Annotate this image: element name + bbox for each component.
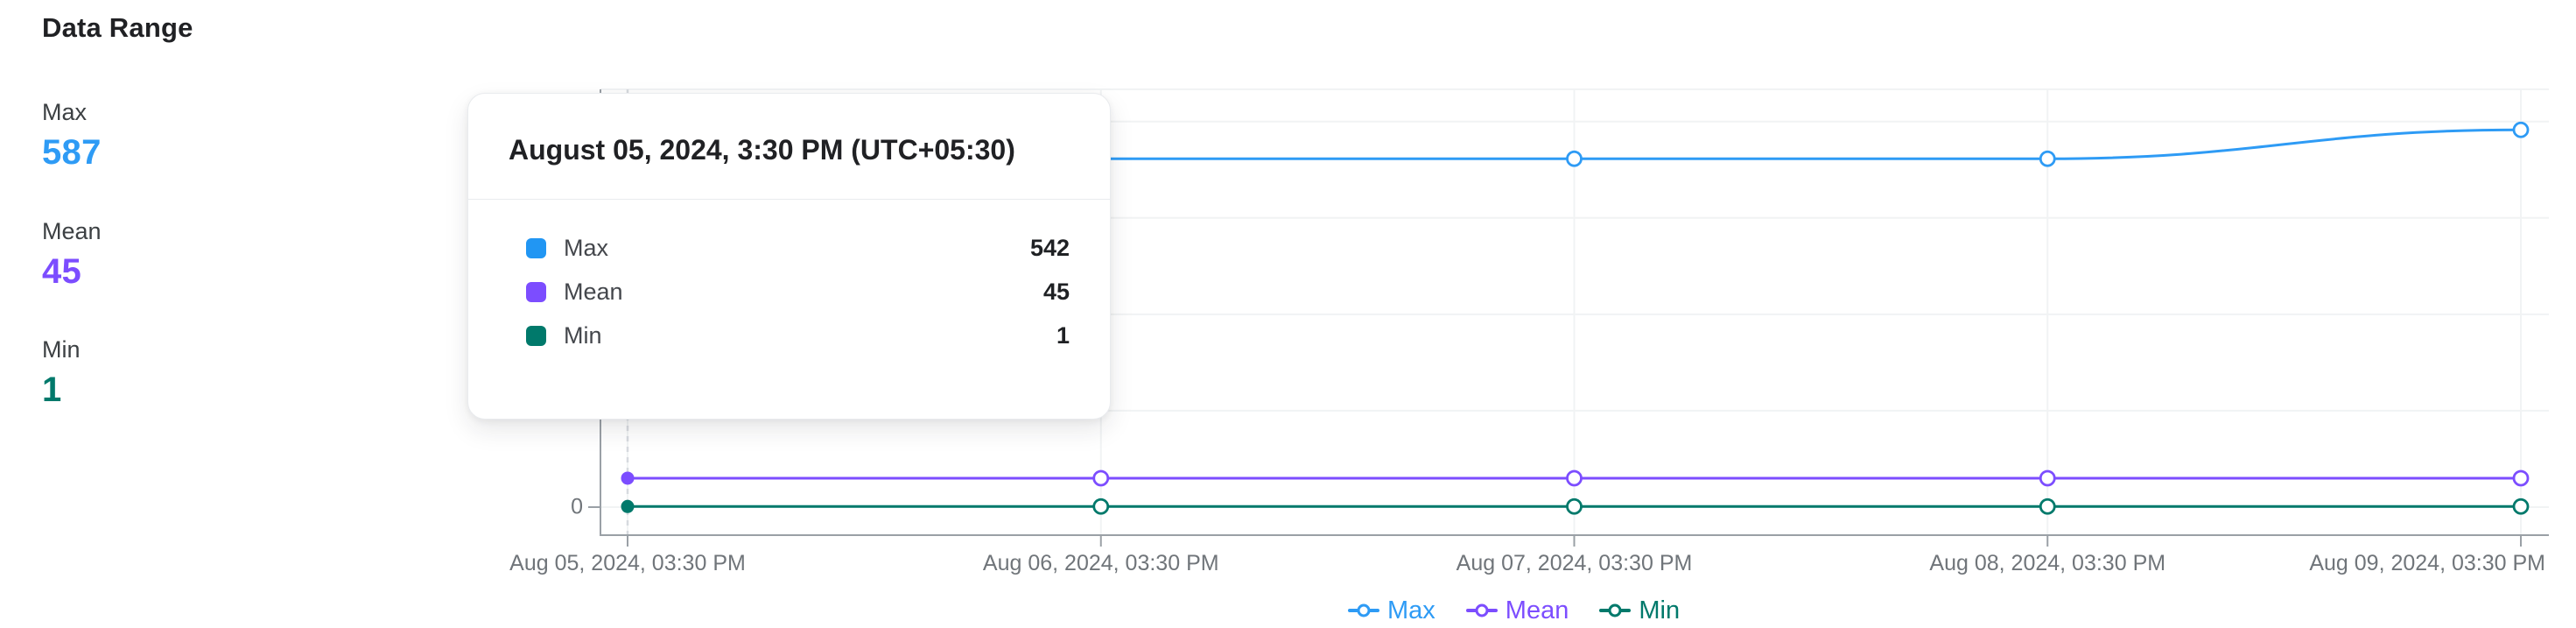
data-point-mean[interactable] — [2039, 469, 2056, 487]
stat-label: Mean — [42, 218, 102, 244]
min-series-swatch — [526, 325, 546, 346]
stat-value: 45 — [42, 252, 82, 291]
x-axis-label: Aug 06, 2024, 03:30 PM — [982, 551, 1219, 575]
tooltip-rows: Max 542 Mean 45 Min 1 — [526, 226, 1070, 357]
tooltip-row-label: Max — [564, 234, 609, 261]
stat-max: Max 587 — [42, 98, 102, 172]
data-point-min[interactable] — [2039, 497, 2056, 515]
legend-ring-icon — [1475, 603, 1489, 617]
legend-item-min[interactable]: Min — [1599, 596, 1680, 625]
tooltip-row-value: 542 — [1029, 234, 1070, 261]
data-point-min[interactable] — [2512, 497, 2530, 515]
stat-value: 1 — [42, 370, 62, 409]
x-axis-label: Aug 07, 2024, 03:30 PM — [1456, 551, 1693, 575]
chart-tooltip: August 05, 2024, 3:30 PM (UTC+05:30) Max… — [467, 93, 1111, 420]
tooltip-row-label: Mean — [564, 278, 623, 305]
tooltip-row-label: Min — [564, 321, 602, 349]
stat-value: 587 — [42, 133, 102, 172]
chart-legend: Max Mean Min — [1348, 596, 1680, 625]
data-point-mean-active[interactable] — [621, 471, 635, 485]
mean-series-swatch — [526, 281, 546, 302]
legend-label: Mean — [1505, 596, 1569, 624]
tooltip-row: Mean 45 — [526, 270, 1070, 314]
data-point-max[interactable] — [2512, 121, 2530, 138]
legend-ring-icon — [1608, 603, 1622, 617]
legend-item-mean[interactable]: Mean — [1465, 596, 1569, 625]
page-title: Data Range — [42, 12, 193, 43]
y-axis-tick-label: 0 — [571, 494, 583, 519]
data-point-min[interactable] — [1092, 497, 1110, 515]
series-line-max — [626, 128, 2523, 160]
legend-marker-icon — [1348, 603, 1379, 618]
x-axis-label: Aug 05, 2024, 03:30 PM — [509, 551, 746, 575]
tooltip-divider — [468, 199, 1110, 200]
tooltip-row-value: 45 — [1042, 278, 1070, 305]
tooltip-row-value: 1 — [1056, 321, 1070, 349]
legend-label: Min — [1639, 596, 1681, 624]
data-point-mean[interactable] — [2512, 469, 2530, 487]
data-point-max[interactable] — [2039, 150, 2056, 167]
tooltip-title: August 05, 2024, 3:30 PM (UTC+05:30) — [509, 134, 1015, 166]
data-point-max[interactable] — [1566, 150, 1583, 167]
data-point-mean[interactable] — [1566, 469, 1583, 487]
data-point-mean[interactable] — [1092, 469, 1110, 487]
legend-item-max[interactable]: Max — [1348, 596, 1435, 625]
legend-marker-icon — [1465, 603, 1498, 618]
stat-min: Min 1 — [42, 335, 81, 409]
data-point-min-active[interactable] — [621, 499, 635, 513]
x-axis-label: Aug 09, 2024, 03:30 PM — [2309, 551, 2545, 575]
stat-mean: Mean 45 — [42, 217, 102, 291]
stat-label: Min — [42, 336, 81, 363]
tooltip-row: Min 1 — [526, 314, 1070, 357]
stat-label: Max — [42, 99, 88, 125]
tooltip-row: Max 542 — [526, 226, 1070, 270]
legend-label: Max — [1387, 596, 1435, 624]
legend-ring-icon — [1357, 603, 1371, 617]
max-series-swatch — [526, 237, 546, 258]
legend-marker-icon — [1599, 603, 1632, 618]
data-point-min[interactable] — [1566, 497, 1583, 515]
x-axis-label: Aug 08, 2024, 03:30 PM — [1929, 551, 2166, 575]
